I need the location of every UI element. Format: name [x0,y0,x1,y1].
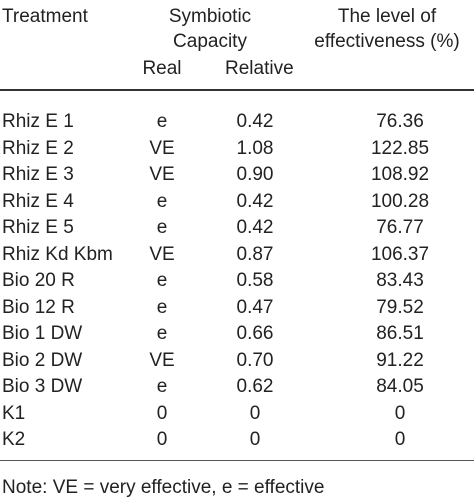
header-symbiotic-line1: Symbiotic [168,6,252,27]
cell-effectiveness: 76.36 [376,111,424,132]
header-relative: Relative [225,58,294,79]
cell-relative: 0.62 [236,376,274,397]
cell-real: e [156,323,168,344]
cell-real: e [156,191,168,212]
cell-effectiveness: 100.28 [370,191,430,212]
cell-effectiveness: 83.43 [376,270,424,291]
cell-relative: 0.42 [236,191,274,212]
bottom-divider [0,460,474,461]
cell-real: VE [149,350,175,371]
cell-relative: 0.66 [236,323,274,344]
cell-relative: 0.47 [236,297,274,318]
cell-treatment: Bio 1 DW [2,323,83,344]
cell-relative: 0 [249,403,261,424]
cell-effectiveness: 84.05 [376,376,424,397]
cell-real: VE [149,244,175,265]
cell-effectiveness: 91.22 [376,350,424,371]
cell-relative: 0.90 [236,164,274,185]
cell-relative: 0.42 [236,111,274,132]
header-symbiotic-line2: Capacity [173,31,247,52]
cell-relative: 0.58 [236,270,274,291]
cell-effectiveness: 86.51 [376,323,424,344]
cell-treatment: Rhiz E 5 [2,217,74,238]
cell-real: e [156,270,168,291]
header-divider [0,89,474,91]
header-level-line1: The level of [337,6,437,27]
cell-treatment: Bio 3 DW [2,376,83,397]
table-note: Note: VE = very effective, e = effective [2,477,325,498]
cell-real: e [156,297,168,318]
cell-effectiveness: 108.92 [370,164,430,185]
cell-treatment: Bio 2 DW [2,350,83,371]
cell-relative: 0 [249,429,261,450]
cell-real: 0 [156,429,168,450]
cell-relative: 1.08 [236,138,274,159]
cell-real: VE [149,138,175,159]
cell-real: 0 [156,403,168,424]
cell-relative: 0.42 [236,217,274,238]
cell-effectiveness: 0 [394,429,406,450]
cell-treatment: Rhiz E 1 [2,111,74,132]
cell-effectiveness: 106.37 [370,244,430,265]
cell-real: VE [149,164,175,185]
cell-effectiveness: 122.85 [370,138,430,159]
header-level-line2: effectiveness (%) [314,31,460,52]
header-treatment: Treatment [2,6,88,27]
cell-relative: 0.70 [236,350,274,371]
cell-treatment: Rhiz E 4 [2,191,74,212]
cell-real: e [156,217,168,238]
cell-real: e [156,111,168,132]
cell-treatment: K1 [2,403,26,424]
cell-treatment: K2 [2,429,26,450]
cell-effectiveness: 76.77 [376,217,424,238]
cell-treatment: Bio 12 R [2,297,75,318]
cell-relative: 0.87 [236,244,274,265]
cell-effectiveness: 79.52 [376,297,424,318]
cell-treatment: Rhiz E 3 [2,164,74,185]
header-real: Real [142,58,182,79]
cell-treatment: Rhiz Kd Kbm [2,244,113,265]
cell-real: e [156,376,168,397]
cell-treatment: Rhiz E 2 [2,138,74,159]
cell-effectiveness: 0 [394,403,406,424]
cell-treatment: Bio 20 R [2,270,75,291]
